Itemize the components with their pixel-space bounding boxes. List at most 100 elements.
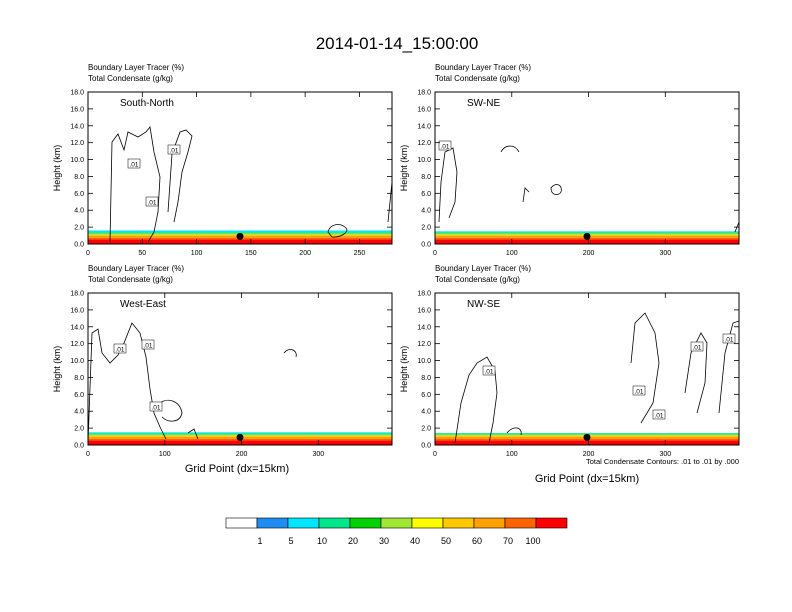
y-tick-label: 16.0 (417, 307, 431, 314)
contour-label-box (632, 385, 646, 396)
colorbar-swatch (225, 517, 258, 529)
x-tick-label: 300 (659, 250, 671, 257)
colorbar-label: 100 (525, 536, 540, 546)
x-tick-label: 300 (659, 451, 671, 458)
contour-label: .01 (724, 337, 733, 344)
colorbar-swatch (535, 517, 568, 529)
colorbar-label: 30 (379, 536, 389, 546)
y-tick-label: 14.0 (70, 123, 84, 130)
x-tick-label: 0 (433, 250, 437, 257)
x-tick-label: 100 (191, 250, 203, 257)
y-tick-label: 8.0 (421, 174, 431, 181)
condensate-contour (387, 181, 393, 223)
contour-label: .01 (169, 148, 178, 155)
contour-label: .01 (143, 343, 152, 350)
y-tick-label: 4.0 (421, 409, 431, 416)
panel-name: South-North (120, 98, 174, 109)
tracer-layer-5 (435, 232, 739, 234)
y-tick-label: 18.0 (70, 291, 84, 298)
colorbar-swatch (256, 517, 289, 529)
y-tick-label: 12.0 (70, 341, 84, 348)
colorbar-swatch (380, 517, 413, 529)
contour-label: .01 (654, 413, 663, 420)
y-tick-label: 2.0 (421, 225, 431, 232)
location-marker (236, 433, 244, 441)
condensate-contour (454, 356, 498, 444)
plot-frame (434, 91, 740, 245)
panel-header-line2: Total Condensate (g/kg) (88, 74, 173, 83)
y-tick-label: 12.0 (70, 140, 84, 147)
y-tick-label: 8.0 (74, 174, 84, 181)
panels-group: Boundary Layer Tracer (%) Total Condensat… (52, 63, 740, 458)
y-tick-label: 10.0 (417, 157, 431, 164)
y-tick-label: 16.0 (417, 106, 431, 113)
y-tick-label: 0.0 (421, 443, 431, 450)
panel-header-line2: Total Condensate (g/kg) (435, 275, 520, 284)
contour-label-box (167, 144, 181, 155)
panel-header-line2: Total Condensate (g/kg) (435, 74, 520, 83)
tracer-layer-0 (435, 440, 739, 445)
y-tick-label: 2.0 (74, 225, 84, 232)
condensate-contour (684, 332, 708, 414)
contour-label-box (141, 339, 155, 350)
y-tick-label: 0.0 (74, 242, 84, 249)
panel-header-line2: Total Condensate (g/kg) (88, 275, 173, 284)
y-tick-label: 10.0 (70, 358, 84, 365)
contour-label: .01 (634, 389, 643, 396)
panel-name: West-East (120, 299, 166, 310)
y-tick-label: 0.0 (74, 443, 84, 450)
colorbar-label: 1 (257, 536, 262, 546)
condensate-contour (159, 399, 183, 422)
y-tick-label: 10.0 (417, 358, 431, 365)
tracer-layer-0 (88, 239, 392, 244)
condensate-contour (327, 224, 348, 238)
x-tick-label: 200 (583, 451, 595, 458)
y-tick-label: 12.0 (417, 140, 431, 147)
contour-label: .01 (151, 405, 160, 412)
y-tick-label: 18.0 (417, 291, 431, 298)
colorbar-swatch (473, 517, 506, 529)
panel-header-line1: Boundary Layer Tracer (%) (88, 63, 184, 72)
y-tick-label: 18.0 (417, 90, 431, 97)
x-tick-label: 250 (354, 250, 366, 257)
x-tick-label: 0 (86, 250, 90, 257)
colorbar-swatch (411, 517, 444, 529)
x-tick-label: 0 (86, 451, 90, 458)
colorbar-label: 20 (348, 536, 358, 546)
colorbar-swatch (442, 517, 475, 529)
panel-nw-se: Boundary Layer Tracer (%) Total Condensat… (399, 264, 740, 458)
y-tick-label: 6.0 (74, 392, 84, 399)
y-axis-label: Height (km) (399, 145, 409, 192)
contour-label-box (145, 196, 159, 207)
condensate-contour (109, 126, 161, 243)
colorbar-label: 60 (472, 536, 482, 546)
condensate-contour (438, 147, 458, 223)
location-marker (583, 433, 591, 441)
contour-label-box (149, 401, 163, 412)
y-tick-label: 4.0 (74, 208, 84, 215)
x-tick-label: 200 (299, 250, 311, 257)
x-tick-label: 100 (506, 451, 518, 458)
x-tick-label: 100 (159, 451, 171, 458)
location-marker (236, 232, 244, 240)
panel-sw-ne: Boundary Layer Tracer (%) Total Condensat… (399, 63, 740, 257)
y-tick-label: 4.0 (421, 208, 431, 215)
figure-title: 2014-01-14_15:00:00 (316, 34, 479, 53)
y-tick-label: 4.0 (74, 409, 84, 416)
contour-label: .01 (692, 345, 701, 352)
colorbar-swatch (318, 517, 351, 529)
x-tick-label: 200 (236, 451, 248, 458)
colorbar-swatch (504, 517, 537, 529)
y-tick-label: 10.0 (70, 157, 84, 164)
panel-name: SW-NE (467, 98, 500, 109)
colorbar-swatch (287, 517, 320, 529)
x-tick-label: 100 (506, 250, 518, 257)
condensate-contour (283, 349, 297, 358)
y-tick-label: 6.0 (74, 191, 84, 198)
colorbar-label: 50 (441, 536, 451, 546)
y-tick-label: 6.0 (421, 392, 431, 399)
condensate-contour (550, 184, 562, 196)
x-tick-label: 50 (138, 250, 146, 257)
colorbar-swatch (349, 517, 382, 529)
plot-frame (434, 292, 740, 446)
